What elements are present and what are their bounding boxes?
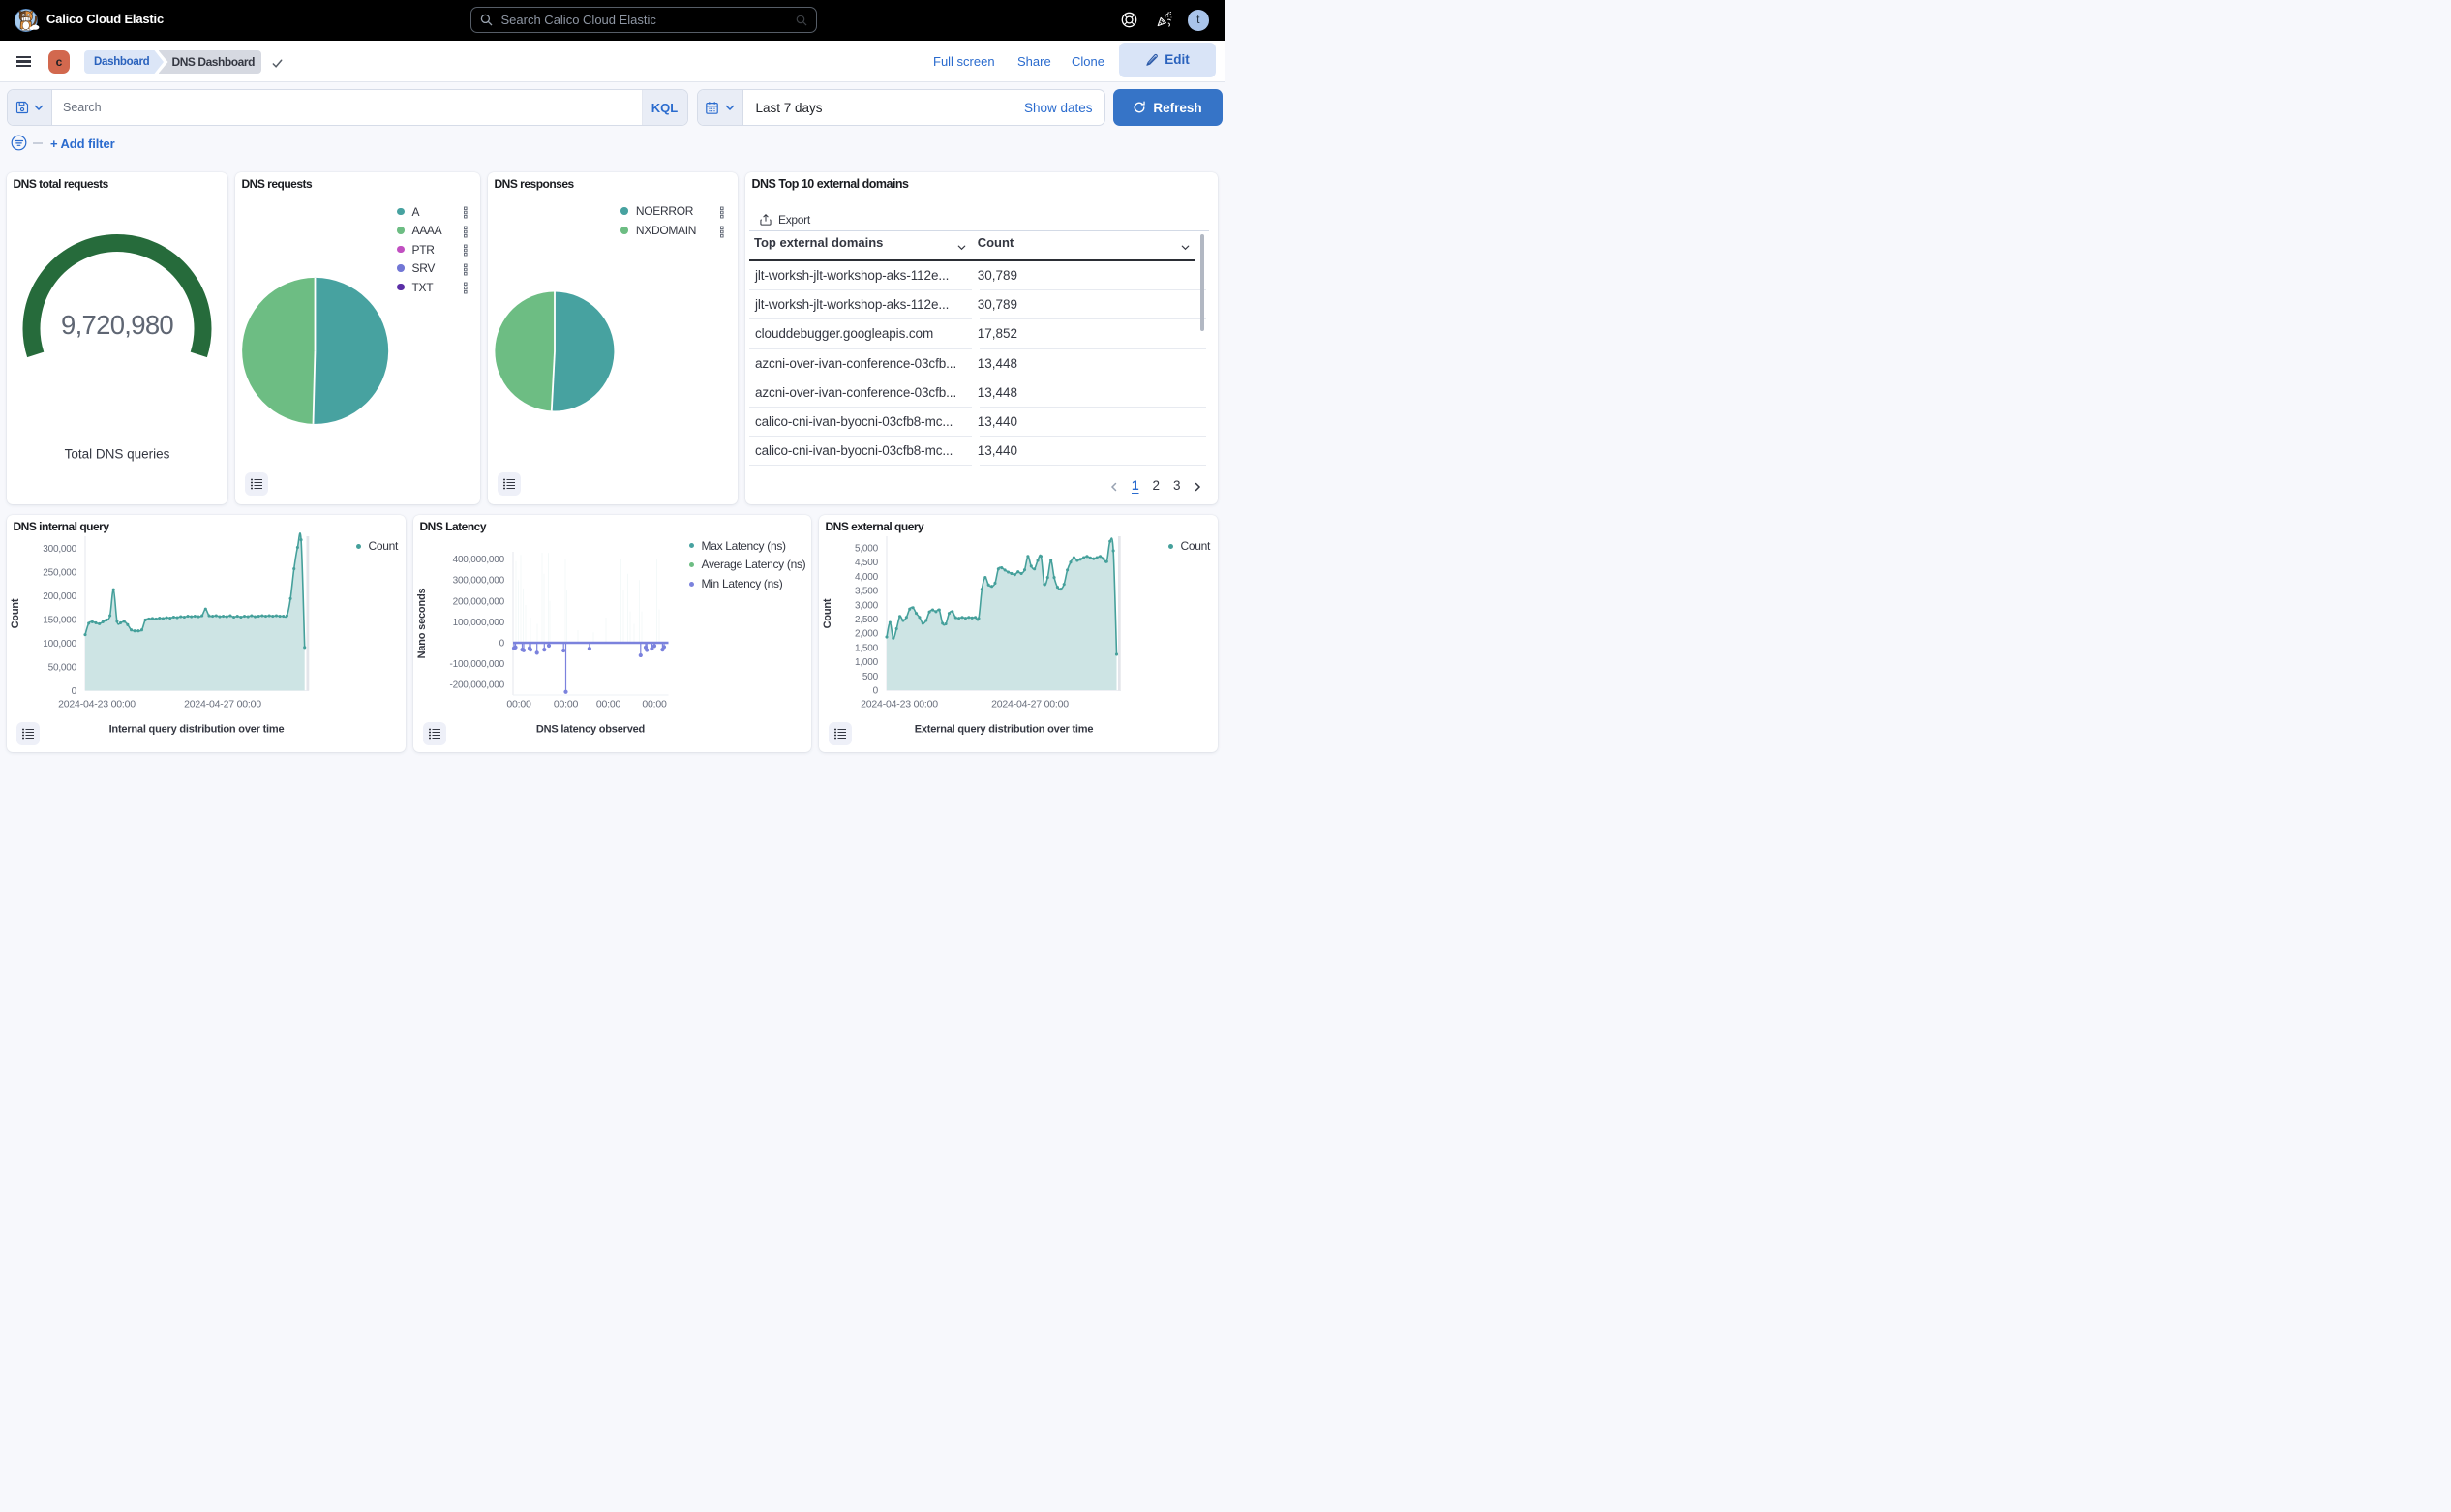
- svg-text:00:00: 00:00: [506, 699, 531, 711]
- svg-text:2,000: 2,000: [855, 629, 879, 640]
- svg-text:00:00: 00:00: [554, 699, 579, 711]
- svg-text:1,500: 1,500: [855, 643, 879, 653]
- svg-text:Total DNS queries: Total DNS queries: [65, 447, 170, 462]
- svg-text:200,000: 200,000: [43, 591, 76, 602]
- svg-text:0: 0: [873, 686, 879, 697]
- svg-text:2024-04-27 00:00: 2024-04-27 00:00: [184, 699, 261, 711]
- svg-text:0: 0: [499, 639, 505, 650]
- svg-text:-200,000,000: -200,000,000: [449, 680, 504, 691]
- svg-text:100,000,000: 100,000,000: [453, 618, 505, 628]
- svg-text:150,000: 150,000: [43, 616, 76, 626]
- svg-text:2024-04-23 00:00: 2024-04-23 00:00: [58, 699, 136, 711]
- svg-text:500: 500: [862, 672, 879, 682]
- svg-text:50,000: 50,000: [48, 662, 77, 673]
- svg-text:2024-04-23 00:00: 2024-04-23 00:00: [861, 699, 938, 711]
- svg-text:00:00: 00:00: [642, 699, 667, 711]
- svg-text:200,000,000: 200,000,000: [453, 596, 505, 607]
- svg-text:4,500: 4,500: [855, 558, 879, 568]
- svg-text:Nano seconds: Nano seconds: [416, 589, 428, 659]
- svg-text:2,500: 2,500: [855, 615, 879, 625]
- svg-text:100,000: 100,000: [43, 639, 76, 650]
- svg-text:300,000,000: 300,000,000: [453, 576, 505, 587]
- svg-text:DNS latency observed: DNS latency observed: [536, 724, 645, 736]
- svg-text:250,000: 250,000: [43, 568, 76, 579]
- svg-text:9,720,980: 9,720,980: [61, 310, 173, 340]
- svg-text:3,000: 3,000: [855, 600, 879, 611]
- svg-text:0: 0: [72, 686, 77, 697]
- svg-text:-100,000,000: -100,000,000: [449, 659, 504, 670]
- svg-text:Internal query distribution ov: Internal query distribution over time: [109, 724, 285, 736]
- svg-text:300,000: 300,000: [43, 544, 76, 555]
- svg-text:Count: Count: [10, 598, 21, 628]
- svg-text:3,500: 3,500: [855, 587, 879, 597]
- svg-text:External query distribution ov: External query distribution over time: [915, 724, 1094, 736]
- svg-text:00:00: 00:00: [596, 699, 621, 711]
- svg-text:400,000,000: 400,000,000: [453, 555, 505, 565]
- svg-text:2024-04-27 00:00: 2024-04-27 00:00: [991, 699, 1069, 711]
- svg-text:Count: Count: [822, 598, 833, 628]
- svg-text:1,000: 1,000: [855, 657, 879, 668]
- svg-text:5,000: 5,000: [855, 544, 879, 555]
- svg-text:4,000: 4,000: [855, 572, 879, 583]
